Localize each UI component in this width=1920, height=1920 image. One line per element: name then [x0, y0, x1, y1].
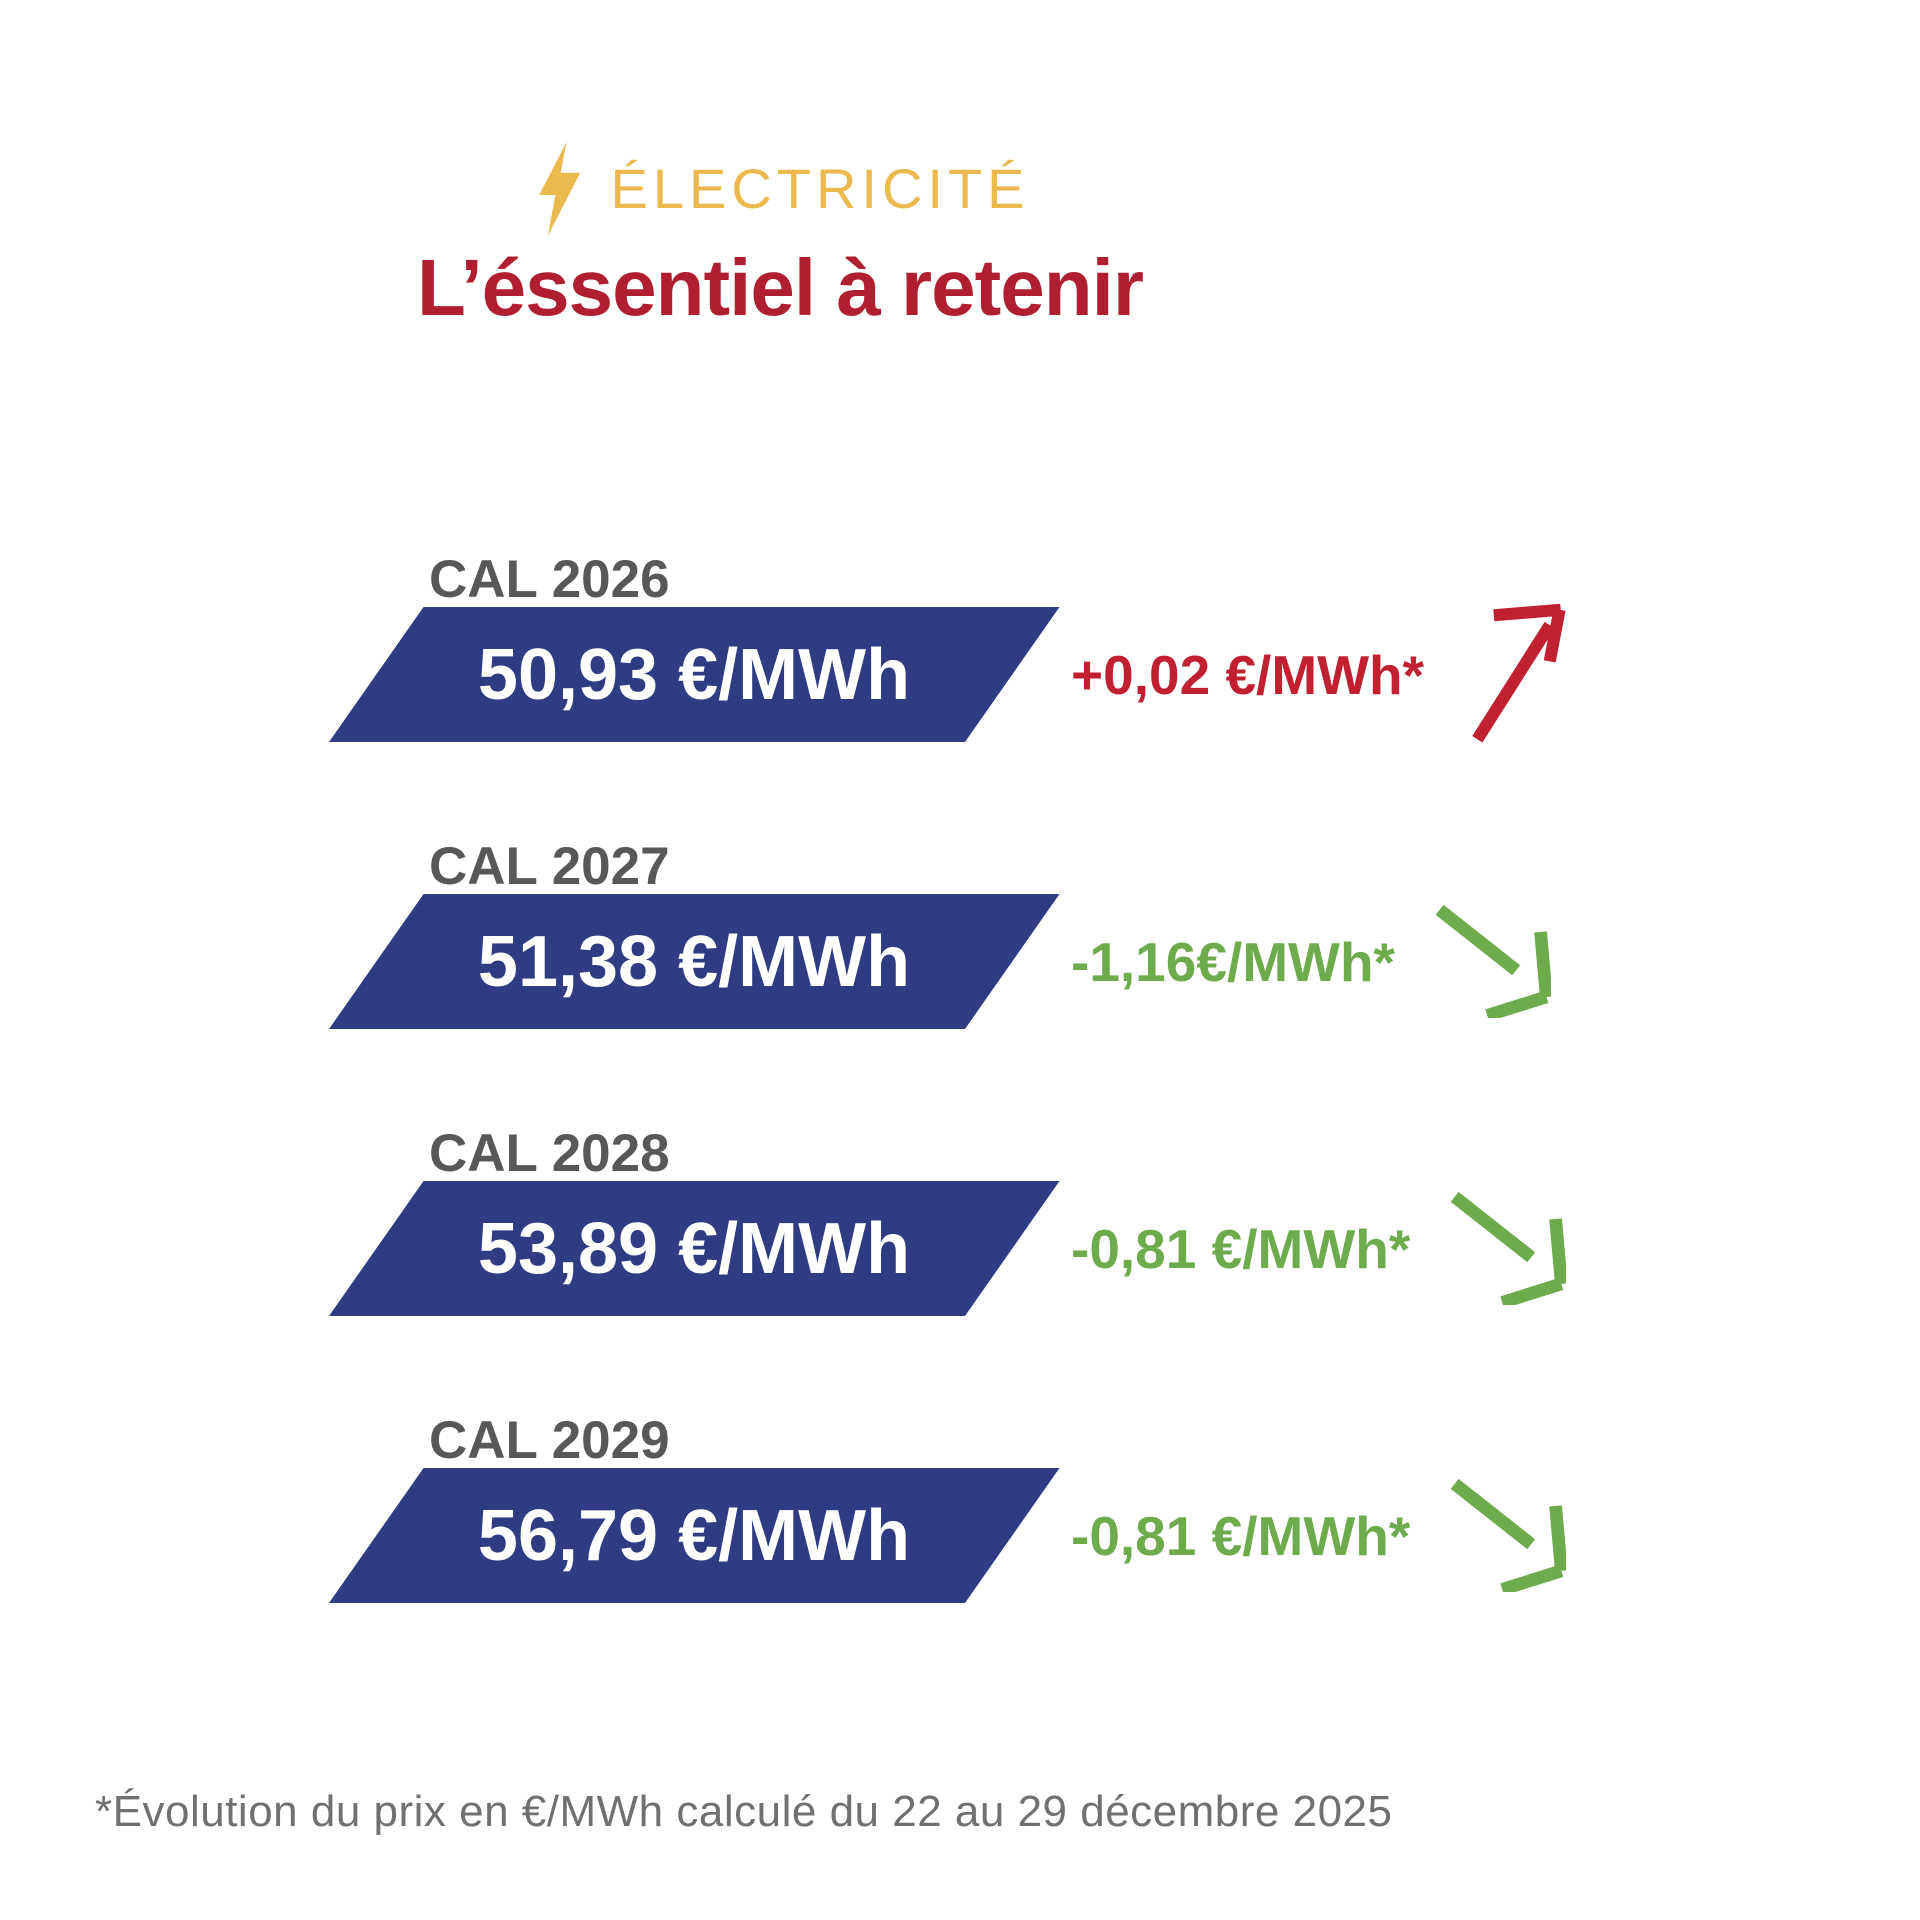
price-change: -1,16€/MWh*	[1071, 930, 1395, 993]
page-title: L’éssentiel à retenir	[416, 243, 1144, 332]
trend-indicator	[1450, 1479, 1567, 1592]
row-label: CAL 2029	[429, 1411, 670, 1470]
price-change: -0,81 €/MWh*	[1071, 1504, 1411, 1567]
price-value: 50,93 €/MWh	[478, 634, 911, 715]
row-line: 53,89 €/MWh -0,81 €/MWh*	[329, 1181, 1829, 1316]
price-row-cal-2027: CAL 2027 51,38 €/MWh -1,16€/MWh*	[329, 839, 1829, 1029]
trend-indicator	[1464, 601, 1574, 748]
price-value: 53,89 €/MWh	[478, 1208, 911, 1289]
row-line: 56,79 €/MWh -0,81 €/MWh*	[329, 1468, 1829, 1603]
brand-header: ÉLECTRICITÉ	[0, 142, 1560, 236]
price-bar: 56,79 €/MWh	[329, 1468, 1060, 1603]
trend-down-arrow-icon	[1450, 1479, 1567, 1592]
trend-down-arrow-icon	[1450, 1192, 1567, 1305]
row-label: CAL 2026	[429, 550, 670, 609]
price-bar: 53,89 €/MWh	[329, 1181, 1060, 1316]
price-value: 51,38 €/MWh	[478, 921, 911, 1002]
price-row-cal-2026: CAL 2026 50,93 €/MWh +0,02 €/MWh*	[329, 550, 1829, 743]
price-row-cal-2028: CAL 2028 53,89 €/MWh -0,81 €/MWh*	[329, 1126, 1829, 1316]
trend-up-arrow-icon	[1464, 601, 1574, 748]
brand-label: ÉLECTRICITÉ	[610, 157, 1030, 220]
row-line: 51,38 €/MWh -1,16€/MWh*	[329, 894, 1829, 1029]
row-line: 50,93 €/MWh +0,02 €/MWh*	[329, 603, 1829, 743]
price-change: -0,81 €/MWh*	[1071, 1217, 1411, 1280]
trend-down-arrow-icon	[1435, 905, 1551, 1018]
price-bar: 51,38 €/MWh	[329, 894, 1060, 1029]
price-value: 56,79 €/MWh	[478, 1495, 911, 1576]
price-row-cal-2029: CAL 2029 56,79 €/MWh -0,81 €/MWh*	[329, 1413, 1829, 1603]
price-bar: 50,93 €/MWh	[329, 607, 1060, 742]
trend-indicator	[1435, 905, 1551, 1018]
trend-indicator	[1450, 1192, 1567, 1305]
row-label: CAL 2028	[429, 1124, 670, 1183]
price-change: +0,02 €/MWh*	[1071, 643, 1425, 706]
row-label: CAL 2027	[429, 837, 670, 896]
footnote: *Évolution du prix en €/MWh calculé du 2…	[95, 1787, 1393, 1836]
lightning-bolt-icon	[530, 142, 586, 236]
